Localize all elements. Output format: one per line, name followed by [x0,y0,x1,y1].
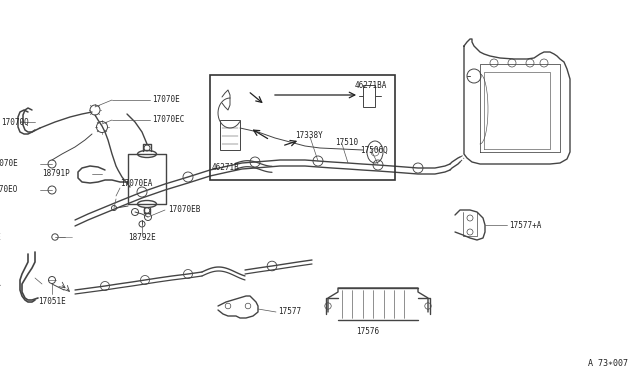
Text: 17506Q: 17506Q [360,145,388,154]
Text: A 73∗007: A 73∗007 [588,359,628,369]
Bar [220,120,240,150]
Text: 17051E: 17051E [38,298,66,307]
Text: 17070EC: 17070EC [152,115,184,125]
Text: 18792E: 18792E [128,232,156,241]
Text: 17577+A: 17577+A [509,221,541,230]
Bar [363,85,375,107]
Text: 17576: 17576 [356,327,379,337]
Text: 17070EA: 17070EA [120,180,152,189]
Text: 17070Q: 17070Q [1,118,29,126]
Text: 17070E: 17070E [0,160,18,169]
Text: 46271BA: 46271BA [355,80,387,90]
Text: 17338Y: 17338Y [295,131,323,140]
Text: 17070EO: 17070EO [0,186,18,195]
Text: 17051R: 17051R [0,279,1,289]
Bar [210,75,395,180]
Text: 46271B: 46271B [212,164,240,173]
Text: 17510: 17510 [335,138,358,147]
Text: 18791P: 18791P [42,170,70,179]
Text: 17577: 17577 [278,308,301,317]
Text: 17051E: 17051E [0,232,1,241]
Text: 17070E: 17070E [152,96,180,105]
Text: 17070EB: 17070EB [168,205,200,215]
